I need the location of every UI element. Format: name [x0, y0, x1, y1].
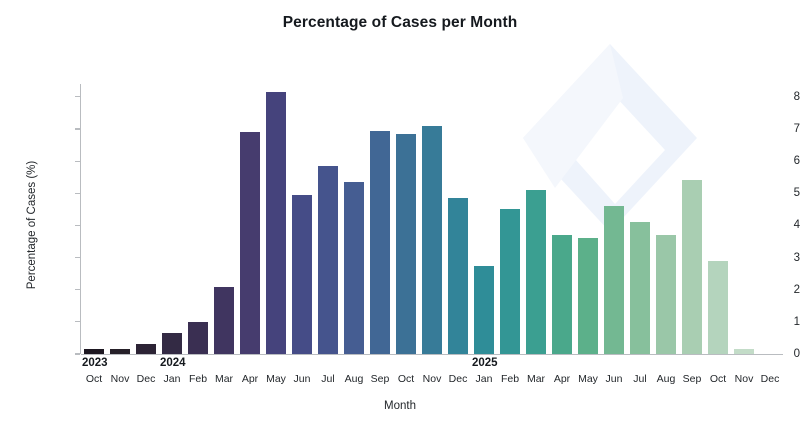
x-tick-label: Nov: [110, 373, 130, 385]
x-tick-label: Aug: [656, 373, 676, 385]
bar[interactable]: [109, 349, 131, 354]
x-tick-label: Oct: [85, 373, 103, 385]
x-tick-label: May: [578, 373, 598, 385]
x-axis-title: Month: [384, 400, 416, 412]
x-tick-label: Nov: [734, 373, 754, 385]
bar[interactable]: [239, 132, 261, 354]
x-tick-label: Nov: [422, 373, 442, 385]
bar[interactable]: [187, 321, 209, 354]
y-axis-line: [80, 84, 82, 354]
x-tick-label: Jan: [163, 373, 181, 385]
bar[interactable]: [655, 235, 677, 354]
x-tick-label: Apr: [553, 373, 571, 385]
bar[interactable]: [421, 125, 443, 354]
bar[interactable]: [83, 349, 105, 354]
y-axis-title: Percentage of Cases (%): [26, 160, 38, 290]
bar[interactable]: [525, 190, 547, 354]
x-tick-label: Oct: [397, 373, 415, 385]
x-tick-label: Feb: [188, 373, 208, 385]
bar[interactable]: [161, 333, 183, 354]
x-tick-label: Feb: [500, 373, 520, 385]
bar[interactable]: [681, 180, 703, 354]
bar[interactable]: [265, 92, 287, 354]
x-tick-label: May: [266, 373, 286, 385]
x-axis-year-labels: 2023 2024 2025: [81, 357, 783, 373]
x-tick-label: Dec: [760, 373, 780, 385]
x-axis-line: [81, 354, 783, 356]
x-tick-label: Jun: [293, 373, 311, 385]
bar[interactable]: [343, 182, 365, 354]
bar[interactable]: [213, 286, 235, 354]
x-tick-label: Sep: [370, 373, 390, 385]
x-tick-label: Mar: [214, 373, 234, 385]
bar[interactable]: [577, 238, 599, 354]
x-tick-label: Dec: [448, 373, 468, 385]
x-tick-label: Oct: [709, 373, 727, 385]
x-tick-label: Apr: [241, 373, 259, 385]
bar[interactable]: [603, 206, 625, 354]
bar[interactable]: [473, 265, 495, 354]
bar[interactable]: [395, 133, 417, 354]
chart-title: Percentage of Cases per Month: [282, 14, 518, 31]
x-tick-label: Mar: [526, 373, 546, 385]
x-axis-month-labels: Oct Nov Dec Jan Feb Mar Apr May Jun Jul Aug Sep Oct N…: [81, 373, 783, 389]
bar[interactable]: [447, 198, 469, 354]
bar[interactable]: [733, 349, 755, 354]
x-axis-year-label: 2023: [82, 357, 108, 369]
x-tick-label: Aug: [344, 373, 364, 385]
bar[interactable]: [629, 222, 651, 354]
x-tick-label: Jul: [633, 373, 647, 385]
x-tick-label: Dec: [136, 373, 156, 385]
x-tick-label: Jan: [475, 373, 493, 385]
x-axis-year-label: 2024: [160, 357, 186, 369]
bar[interactable]: [369, 130, 391, 354]
x-tick-label: Jul: [321, 373, 335, 385]
x-axis-year-label: 2025: [472, 357, 498, 369]
bar[interactable]: [499, 209, 521, 354]
bar-series: [81, 84, 783, 354]
x-tick-label: Sep: [682, 373, 702, 385]
bar[interactable]: [707, 260, 729, 354]
bar[interactable]: [551, 235, 573, 354]
bar[interactable]: [135, 344, 157, 354]
bar[interactable]: [291, 194, 313, 354]
x-tick-label: Jun: [605, 373, 623, 385]
bar[interactable]: [317, 165, 339, 354]
